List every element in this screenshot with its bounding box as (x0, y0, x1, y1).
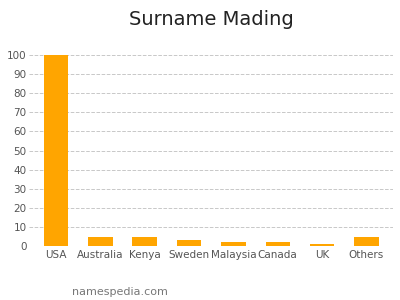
Text: namespedia.com: namespedia.com (72, 287, 168, 297)
Bar (354, 237, 379, 246)
Bar (221, 242, 246, 246)
Bar (44, 55, 68, 246)
Bar (177, 240, 201, 246)
Bar (132, 237, 157, 246)
Bar (266, 242, 290, 246)
Bar (88, 237, 112, 246)
Title: Surname Mading: Surname Mading (129, 10, 294, 29)
Bar (310, 244, 334, 246)
